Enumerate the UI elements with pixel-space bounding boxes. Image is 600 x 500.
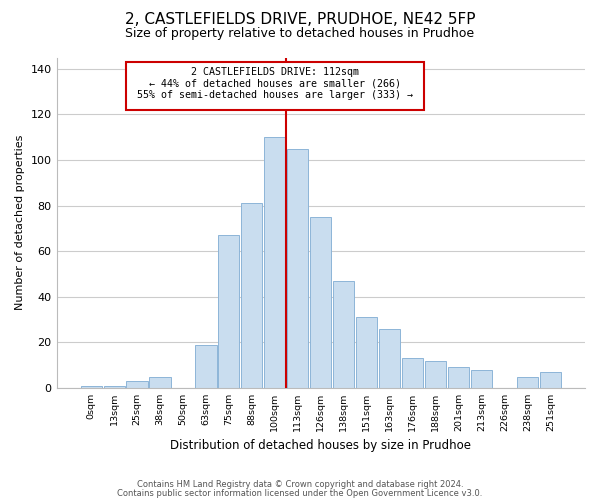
Bar [241,204,262,388]
Bar [540,372,561,388]
FancyBboxPatch shape [125,62,424,110]
Text: 2, CASTLEFIELDS DRIVE, PRUDHOE, NE42 5FP: 2, CASTLEFIELDS DRIVE, PRUDHOE, NE42 5FP [125,12,475,28]
Bar [402,358,423,388]
Bar [127,381,148,388]
Bar [356,318,377,388]
Bar [333,281,354,388]
Text: Size of property relative to detached houses in Prudhoe: Size of property relative to detached ho… [125,28,475,40]
Bar [448,368,469,388]
Bar [149,376,170,388]
Bar [264,138,286,388]
X-axis label: Distribution of detached houses by size in Prudhoe: Distribution of detached houses by size … [170,440,471,452]
Bar [517,376,538,388]
Text: Contains public sector information licensed under the Open Government Licence v3: Contains public sector information licen… [118,488,482,498]
Bar [310,217,331,388]
Bar [80,386,101,388]
Bar [196,344,217,388]
Bar [379,328,400,388]
Bar [425,360,446,388]
Bar [104,386,125,388]
Bar [471,370,492,388]
Bar [287,148,308,388]
Y-axis label: Number of detached properties: Number of detached properties [15,135,25,310]
Bar [218,235,239,388]
Text: 2 CASTLEFIELDS DRIVE: 112sqm
← 44% of detached houses are smaller (266)
55% of s: 2 CASTLEFIELDS DRIVE: 112sqm ← 44% of de… [137,67,413,100]
Text: Contains HM Land Registry data © Crown copyright and database right 2024.: Contains HM Land Registry data © Crown c… [137,480,463,489]
